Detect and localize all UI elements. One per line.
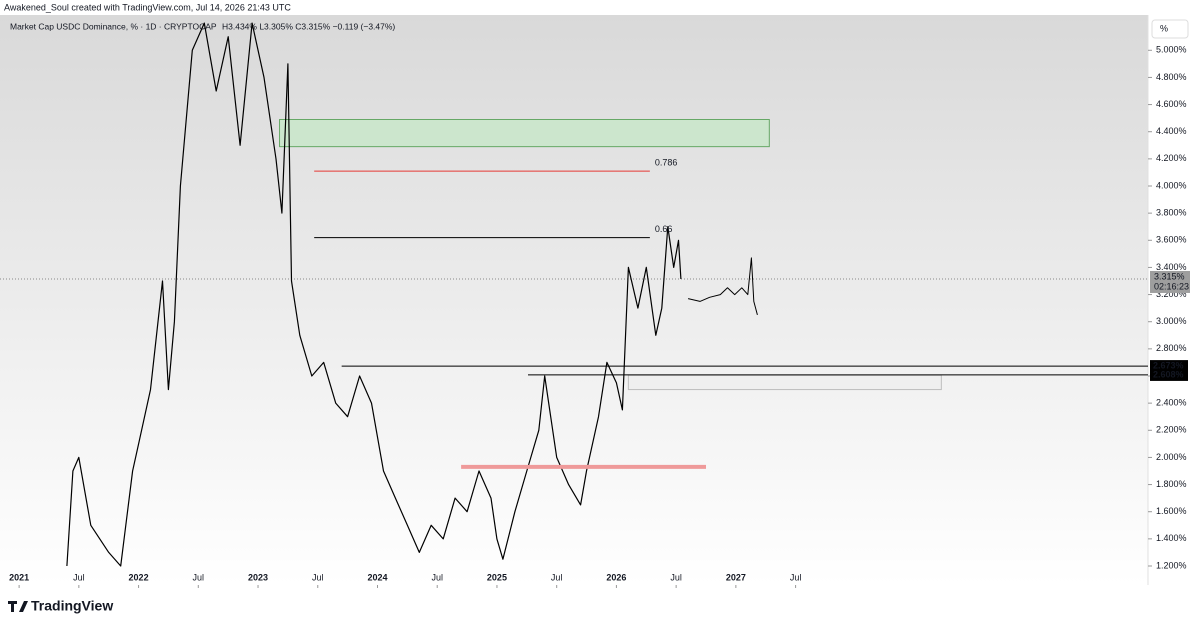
y-tick-label: 1.800% [1156,479,1187,489]
y-tick-label: 5.000% [1156,45,1187,55]
y-tick-label: 4.800% [1156,72,1187,82]
price-line [687,257,758,316]
x-tick-label: 2025 [487,572,507,582]
brand-name: TradingView [31,598,113,614]
x-tick-label: Jul [551,572,563,582]
price-axis-background [1148,15,1200,585]
axis-label: 2.608% [1153,369,1184,379]
x-tick-label: Jul [193,572,205,582]
last-price-label: 3.315% [1154,271,1185,281]
credit: Awakened_Soul created with TradingView.c… [4,2,291,12]
y-tick-label: 2.400% [1156,398,1187,408]
last-price-box [1150,270,1190,293]
x-tick-label: Jul [73,572,85,582]
y-tick-label: 1.200% [1156,560,1187,570]
price-line [66,22,682,567]
x-tick-label: Jul [790,572,802,582]
y-tick-label: 4.400% [1156,126,1187,136]
axis-label-box [1150,368,1188,381]
y-tick-label: 1.600% [1156,506,1187,516]
y-tick-label: 3.600% [1156,235,1187,245]
y-tick-label: 3.800% [1156,208,1187,218]
y-tick-label: 2.200% [1156,425,1187,435]
x-tick-label: Jul [670,572,682,582]
y-tick-label: 1.400% [1156,533,1187,543]
x-tick-label: Jul [431,572,443,582]
y-tick-label: 3.200% [1156,289,1187,299]
y-tick-label: 4.200% [1156,153,1187,163]
x-tick-label: 2021 [9,572,29,582]
y-tick-label: 2.000% [1156,452,1187,462]
x-tick-label: 2022 [129,572,149,582]
chart-title: Market Cap USDC Dominance, % · 1D · CRYP… [10,21,217,31]
x-tick-label: Jul [312,572,324,582]
plot-background [0,15,1148,585]
y-tick-label: 3.000% [1156,316,1187,326]
y-tick-label: 4.000% [1156,180,1187,190]
fib-label: 0.66 [655,224,673,234]
x-tick-label: 2027 [726,572,746,582]
zone-box [627,374,942,391]
scale-button[interactable] [1151,19,1189,39]
y-tick-label: 4.600% [1156,99,1187,109]
fib-label: 0.786 [655,157,678,167]
ohlc-legend: H3.434% L3.305% C3.315% −0.119 (−3.47%) [222,21,395,31]
y-tick-label: 3.400% [1156,262,1187,272]
scale-button-label[interactable]: % [1160,23,1168,33]
y-tick-label: 2.800% [1156,343,1187,353]
axis-label: 2.673% [1153,360,1184,370]
x-tick-label: 2026 [606,572,626,582]
brand-logo [8,601,28,612]
x-tick-label: 2023 [248,572,268,582]
countdown-label: 02:16:23 [1154,281,1189,291]
zone-box [279,119,770,148]
x-tick-label: 2024 [367,572,387,582]
